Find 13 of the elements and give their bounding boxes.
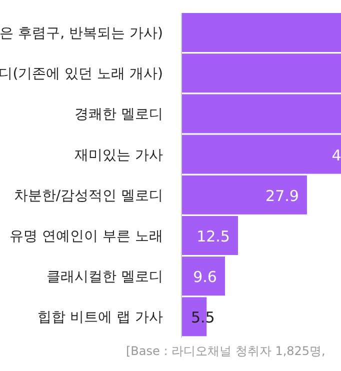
y-tick-label: 유명 연예인이 부른 노래 — [10, 228, 163, 244]
text: [Base : 라디오채널 청취자 1,825명, — [126, 344, 326, 358]
data-label: 12.5 — [196, 228, 230, 246]
y-tick-label: 힙합 비트에 랩 가사 — [38, 310, 163, 326]
y-tick-label: 재미있는 가사 — [74, 147, 163, 164]
annotation: 4 — [332, 146, 341, 164]
y-tick-label: 차분한/감성적인 멜로디 — [14, 188, 163, 204]
y-tick-label: 경쾌한 멜로디 — [74, 106, 163, 123]
y-tick-label: 은 후렴구, 반복되는 가사) — [0, 26, 163, 42]
y-tick-label: 디(기존에 있던 노래 개사) — [0, 66, 163, 82]
data-label: 9.6 — [193, 268, 217, 286]
y-tick-label: 클래시컬한 멜로디 — [46, 269, 163, 286]
data-label: 27.9 — [266, 186, 299, 205]
